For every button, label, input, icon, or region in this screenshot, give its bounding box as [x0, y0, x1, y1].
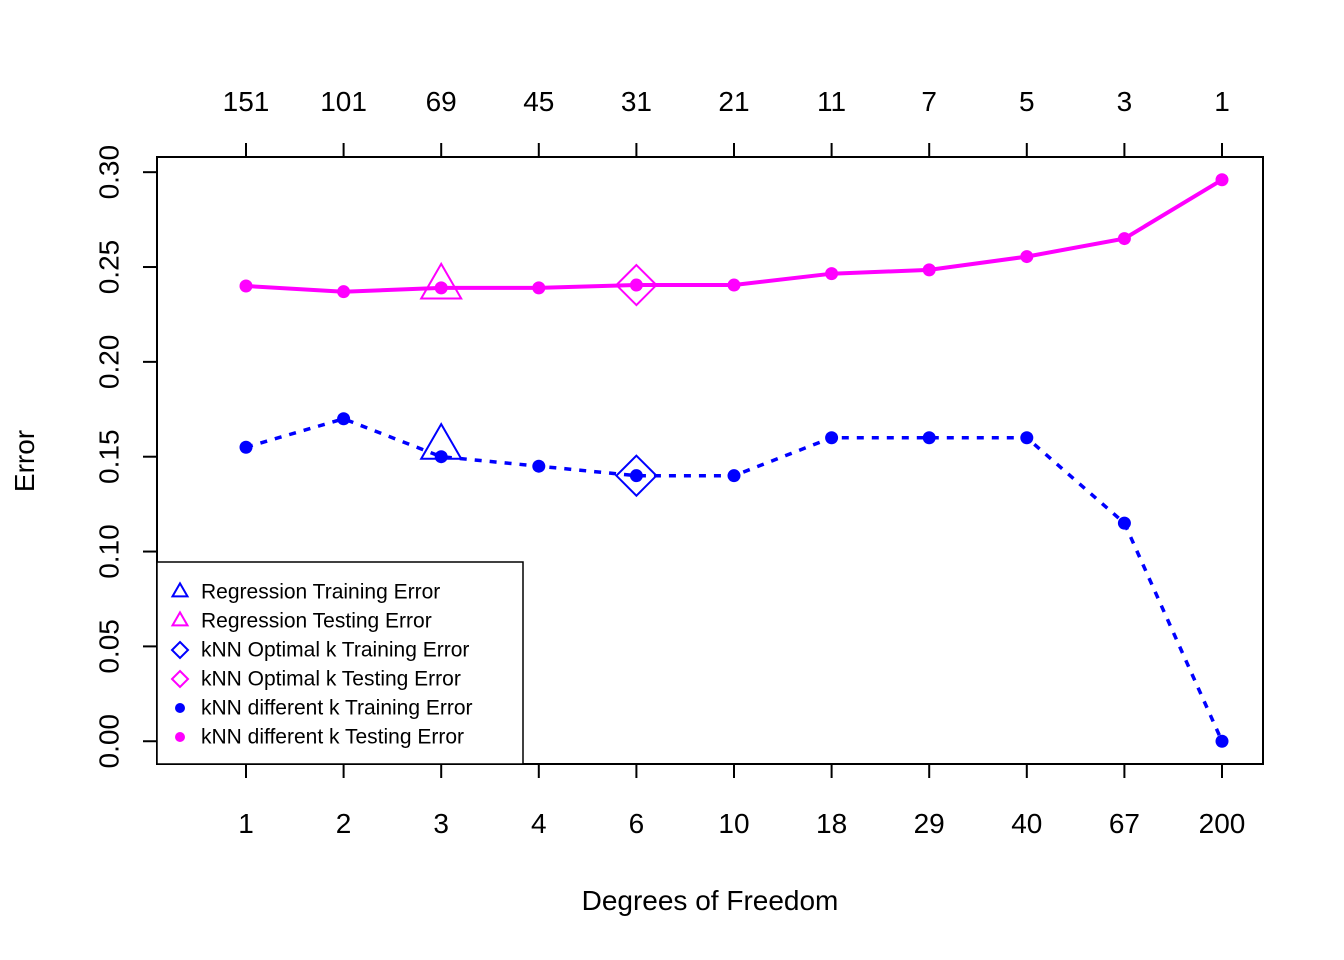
y-tick-label: 0.20	[94, 335, 125, 390]
x-bottom-tick-label: 6	[629, 808, 645, 839]
series-point-1	[727, 278, 741, 292]
series-point-1	[825, 267, 839, 281]
x-top-tick-label: 7	[921, 86, 937, 117]
series-point-0	[1117, 516, 1131, 530]
x-bottom-tick-label: 18	[816, 808, 847, 839]
x-bottom-tick-label: 4	[531, 808, 547, 839]
series-point-0	[727, 469, 741, 483]
x-axis-title: Degrees of Freedom	[582, 885, 839, 916]
legend-box	[156, 561, 524, 765]
series-point-1	[1117, 232, 1131, 246]
legend-label: kNN different k Training Error	[201, 697, 473, 720]
legend-label: kNN Optimal k Testing Error	[201, 668, 461, 691]
y-tick-label: 0.00	[94, 714, 125, 769]
legend-marker-triangle	[170, 581, 190, 598]
x-top-tick-label: 3	[1117, 86, 1133, 117]
legend-marker-circle	[175, 732, 185, 742]
plot-marks: 0.00 0.05 0.10 0.15 0.20 0.25 0.30 1 2 3 4 6 10 18 29 4…	[94, 86, 1264, 839]
series-point-0	[825, 431, 839, 445]
series-point-1	[1215, 173, 1229, 187]
x-bottom-tick-label: 10	[718, 808, 749, 839]
series-point-1	[922, 263, 936, 277]
x-bottom-tick-label: 40	[1011, 808, 1042, 839]
legend-marker-triangle	[170, 610, 190, 627]
x-bottom-tick-label: 1	[238, 808, 254, 839]
series-point-0	[434, 450, 448, 464]
legend-label: Regression Training Error	[201, 581, 440, 604]
legend-label: kNN Optimal k Training Error	[201, 639, 469, 662]
x-top-tick-label: 5	[1019, 86, 1035, 117]
plot-frame	[156, 156, 1264, 765]
series-point-0	[922, 431, 936, 445]
series-point-0	[1020, 431, 1034, 445]
x-top-tick-label: 45	[523, 86, 554, 117]
highlight-triangle-0	[419, 422, 463, 460]
highlight-triangle-1	[419, 261, 463, 300]
x-top-tick-label: 151	[223, 86, 270, 117]
series-point-1	[239, 279, 253, 293]
x-bottom-tick-label: 3	[433, 808, 449, 839]
legend-marker-diamond	[170, 640, 190, 660]
legend-label: kNN different k Testing Error	[201, 726, 464, 749]
legend-label: Regression Testing Error	[201, 610, 432, 633]
series-point-0	[629, 469, 643, 483]
y-tick-label: 0.25	[94, 240, 125, 295]
legend-marker-circle	[175, 703, 185, 713]
x-top-tick-label: 11	[817, 86, 846, 117]
series-line-1	[245, 178, 1224, 294]
series-point-0	[532, 459, 546, 473]
series-point-0	[1215, 734, 1229, 748]
y-tick-label: 0.10	[94, 524, 125, 579]
y-tick-label: 0.15	[94, 429, 125, 484]
x-top-tick-label: 69	[426, 86, 457, 117]
x-top-tick-label: 31	[621, 86, 652, 117]
series-point-1	[629, 278, 643, 292]
series-point-1	[532, 281, 546, 295]
x-bottom-tick-label: 29	[914, 808, 945, 839]
legend-marker-diamond	[170, 669, 190, 689]
series-point-1	[1020, 250, 1034, 264]
x-bottom-tick-label: 200	[1199, 808, 1246, 839]
y-axis-title: Error	[9, 430, 40, 492]
series-point-0	[239, 440, 253, 454]
x-top-tick-label: 21	[718, 86, 749, 117]
series-point-1	[337, 285, 351, 299]
x-bottom-tick-label: 2	[336, 808, 352, 839]
highlight-diamond-2	[614, 454, 658, 498]
highlight-diamond-3	[614, 263, 658, 307]
y-tick-label: 0.05	[94, 619, 125, 674]
series-point-1	[434, 281, 448, 295]
x-top-tick-label: 101	[320, 86, 367, 117]
x-bottom-tick-label: 67	[1109, 808, 1140, 839]
x-top-tick-label: 1	[1214, 86, 1230, 117]
series-point-0	[337, 412, 351, 426]
y-tick-label: 0.30	[94, 145, 125, 200]
